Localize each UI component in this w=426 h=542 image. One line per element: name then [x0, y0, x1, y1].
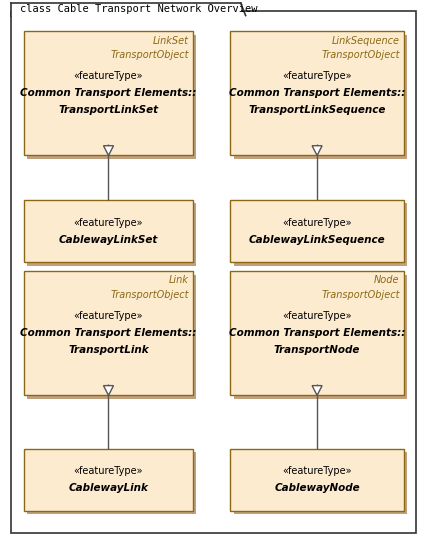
FancyBboxPatch shape	[233, 452, 407, 514]
Text: TransportLink: TransportLink	[68, 345, 149, 355]
FancyBboxPatch shape	[27, 203, 196, 266]
Text: «featureType»: «featureType»	[282, 467, 352, 476]
Polygon shape	[312, 385, 322, 396]
Text: TransportObject: TransportObject	[321, 50, 400, 60]
FancyBboxPatch shape	[27, 35, 196, 159]
Text: Common Transport Elements::: Common Transport Elements::	[20, 328, 197, 338]
FancyBboxPatch shape	[24, 31, 193, 156]
Text: CablewayLinkSet: CablewayLinkSet	[59, 235, 158, 244]
FancyBboxPatch shape	[230, 200, 404, 262]
Text: Common Transport Elements::: Common Transport Elements::	[229, 328, 405, 338]
Text: «featureType»: «featureType»	[282, 311, 352, 321]
Text: TransportNode: TransportNode	[274, 345, 360, 355]
FancyBboxPatch shape	[233, 203, 407, 266]
FancyBboxPatch shape	[233, 35, 407, 159]
Text: «featureType»: «featureType»	[74, 71, 143, 81]
FancyBboxPatch shape	[24, 449, 193, 511]
Text: CablewayLinkSequence: CablewayLinkSequence	[249, 235, 386, 244]
Polygon shape	[104, 385, 113, 396]
Text: Common Transport Elements::: Common Transport Elements::	[229, 88, 405, 98]
Text: class Cable Transport Network Overview: class Cable Transport Network Overview	[20, 4, 257, 14]
FancyBboxPatch shape	[230, 449, 404, 511]
Text: «featureType»: «featureType»	[282, 218, 352, 228]
Text: «featureType»: «featureType»	[74, 311, 143, 321]
Text: Link: Link	[169, 275, 189, 286]
Polygon shape	[104, 146, 113, 156]
FancyBboxPatch shape	[27, 275, 196, 399]
Text: Common Transport Elements::: Common Transport Elements::	[20, 88, 197, 98]
FancyBboxPatch shape	[230, 31, 404, 156]
Text: «featureType»: «featureType»	[74, 467, 143, 476]
Text: TransportObject: TransportObject	[110, 289, 189, 300]
FancyBboxPatch shape	[12, 3, 241, 16]
Text: LinkSet: LinkSet	[153, 36, 189, 46]
Text: «featureType»: «featureType»	[74, 218, 143, 228]
Text: TransportLinkSequence: TransportLinkSequence	[248, 105, 386, 115]
Text: «featureType»: «featureType»	[282, 71, 352, 81]
Text: TransportObject: TransportObject	[321, 289, 400, 300]
FancyBboxPatch shape	[24, 200, 193, 262]
Text: Node: Node	[374, 275, 400, 286]
FancyBboxPatch shape	[24, 271, 193, 396]
FancyBboxPatch shape	[233, 275, 407, 399]
Text: TransportLinkSet: TransportLinkSet	[58, 105, 158, 115]
Polygon shape	[312, 146, 322, 156]
FancyBboxPatch shape	[27, 452, 196, 514]
Text: CablewayLink: CablewayLink	[69, 483, 148, 493]
Text: CablewayNode: CablewayNode	[274, 483, 360, 493]
Text: LinkSequence: LinkSequence	[332, 36, 400, 46]
FancyBboxPatch shape	[230, 271, 404, 396]
Text: TransportObject: TransportObject	[110, 50, 189, 60]
